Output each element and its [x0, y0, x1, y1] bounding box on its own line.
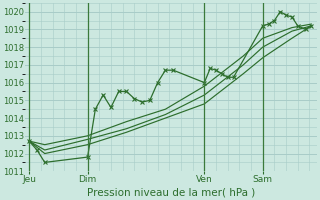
X-axis label: Pression niveau de la mer( hPa ): Pression niveau de la mer( hPa )	[87, 187, 255, 197]
